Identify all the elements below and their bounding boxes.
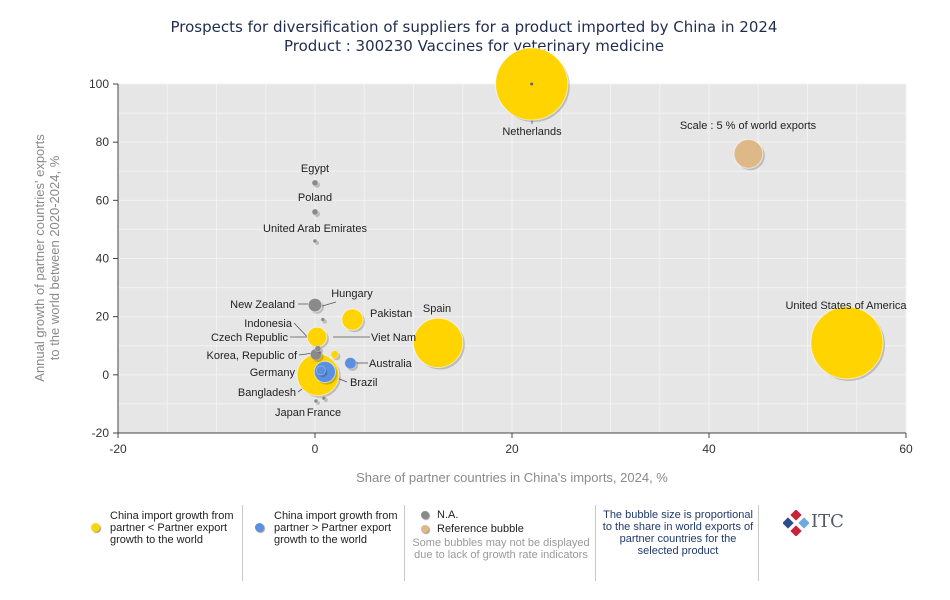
bubble-label-poland: Poland xyxy=(298,192,332,204)
axes: -20 0 20 40 60 -20 0 20 40 60 80 100 xyxy=(89,77,913,456)
bubble-label-spain: Spain xyxy=(423,303,451,315)
itc-logo-text: ITC xyxy=(811,511,844,532)
legend-item-na-reference: N.A. Reference bubble Some bubbles may n… xyxy=(408,503,594,581)
legend-item-size: The bubble size is proportional to the s… xyxy=(599,503,757,581)
bubbles xyxy=(296,47,886,406)
bubble-label-korea-republic-of: Korea, Republic of xyxy=(207,350,298,362)
bubble-egypt[interactable] xyxy=(311,179,319,187)
bubble-label-egypt: Egypt xyxy=(301,163,329,175)
chart-subtitle: Product : 300230 Vaccines for veterinary… xyxy=(284,37,664,55)
y-axis-title-line1: Annual growth of partner countries' expo… xyxy=(32,134,47,382)
bubble-united-arab-emirates[interactable] xyxy=(312,238,318,244)
bubble-labels: Netherlands United States of America Spain… xyxy=(207,82,907,419)
bubble-label-indonesia: Indonesia xyxy=(244,318,293,330)
gray-bubble-icon xyxy=(421,511,429,519)
bubble-scale-5-of-world-exports[interactable] xyxy=(733,138,764,169)
yellow-bubble-icon xyxy=(91,523,100,532)
y-tick-label: 20 xyxy=(96,310,110,324)
legend-divider xyxy=(404,505,405,581)
legend-item-yellow: China import growth from partner < Partn… xyxy=(80,503,240,581)
itc-logo-icon xyxy=(783,510,809,536)
legend-blue-text: China import growth from partner > Partn… xyxy=(274,510,398,546)
bubble-poland[interactable] xyxy=(311,208,319,216)
bubble-label-germany: Germany xyxy=(250,367,296,379)
legend: China import growth from partner < Partn… xyxy=(80,503,870,583)
itc-logo: ITC xyxy=(783,508,863,538)
legend-divider xyxy=(242,505,243,581)
legend-item-blue: China import growth from partner > Partn… xyxy=(246,503,404,581)
legend-reference-text: Reference bubble xyxy=(437,523,524,535)
y-tick-label: 100 xyxy=(89,77,109,91)
x-tick-label: -20 xyxy=(109,442,127,456)
legend-size-text: The bubble size is proportional to the s… xyxy=(602,509,754,557)
y-tick-label: 40 xyxy=(96,252,110,266)
blue-bubble-icon xyxy=(255,523,264,532)
bubble-united-states-of-america[interactable] xyxy=(810,306,884,380)
bubble-hungary[interactable] xyxy=(320,317,326,322)
legend-note: Some bubbles may not be displayed due to… xyxy=(412,537,590,561)
y-tick-label: 0 xyxy=(102,368,109,382)
y-tick-label: -20 xyxy=(92,426,110,440)
legend-yellow-text: China import growth from partner < Partn… xyxy=(110,510,234,546)
bubble-label-france: France xyxy=(307,407,341,419)
y-axis-title-line2: to the world between 2020-2024, % xyxy=(47,155,62,360)
bubble-label-brazil: Brazil xyxy=(350,377,378,389)
bubble-label-united-arab-emirates: United Arab Emirates xyxy=(263,223,367,235)
x-axis-title: Share of partner countries in China's im… xyxy=(356,470,668,485)
chart-title: Prospects for diversification of supplie… xyxy=(171,18,778,36)
bubble-label-netherlands: Netherlands xyxy=(502,126,562,138)
bubble-france[interactable] xyxy=(321,395,327,401)
bubble-label-bangladesh: Bangladesh xyxy=(238,387,296,399)
bubble-indonesia[interactable] xyxy=(314,345,322,352)
bubble-new-zealand[interactable] xyxy=(307,297,323,313)
bubble-australia[interactable] xyxy=(344,357,357,370)
x-tick-label: 20 xyxy=(505,442,519,456)
legend-divider xyxy=(595,505,596,581)
reference-bubble-icon xyxy=(421,525,429,533)
legend-na-text: N.A. xyxy=(437,509,459,521)
bubble-label-australia: Australia xyxy=(369,358,413,370)
legend-divider xyxy=(758,505,759,581)
bubble-label-scale-5-of-world-exports: Scale : 5 % of world exports xyxy=(680,120,817,132)
bubble-label-united-states-of-america: United States of America xyxy=(785,300,907,312)
bubble-center-dot xyxy=(530,82,534,86)
bubble-label-pakistan: Pakistan xyxy=(370,308,412,320)
x-tick-label: 0 xyxy=(312,442,319,456)
bubble-label-czech-republic: Czech Republic xyxy=(211,332,289,344)
bubble-label-new-zealand: New Zealand xyxy=(230,299,295,311)
bubble-japan[interactable] xyxy=(313,398,319,404)
x-tick-label: 40 xyxy=(702,442,716,456)
bubble-germany[interactable] xyxy=(316,365,326,376)
bubble-label-hungary: Hungary xyxy=(331,288,373,300)
bubble-label-japan: Japan xyxy=(275,407,305,419)
y-tick-label: 60 xyxy=(96,193,110,207)
y-tick-label: 80 xyxy=(96,135,110,149)
bubble-spain[interactable] xyxy=(412,317,464,369)
bubble-czech-republic[interactable] xyxy=(306,326,328,348)
bubble-pakistan[interactable] xyxy=(341,308,364,331)
bubble-chart: Prospects for diversification of supplie… xyxy=(32,18,913,485)
bubble-label-viet-nam: Viet Nam xyxy=(371,332,416,344)
bubble-viet-nam[interactable] xyxy=(330,350,339,359)
x-tick-label: 60 xyxy=(899,442,913,456)
grid-lines xyxy=(117,83,907,434)
